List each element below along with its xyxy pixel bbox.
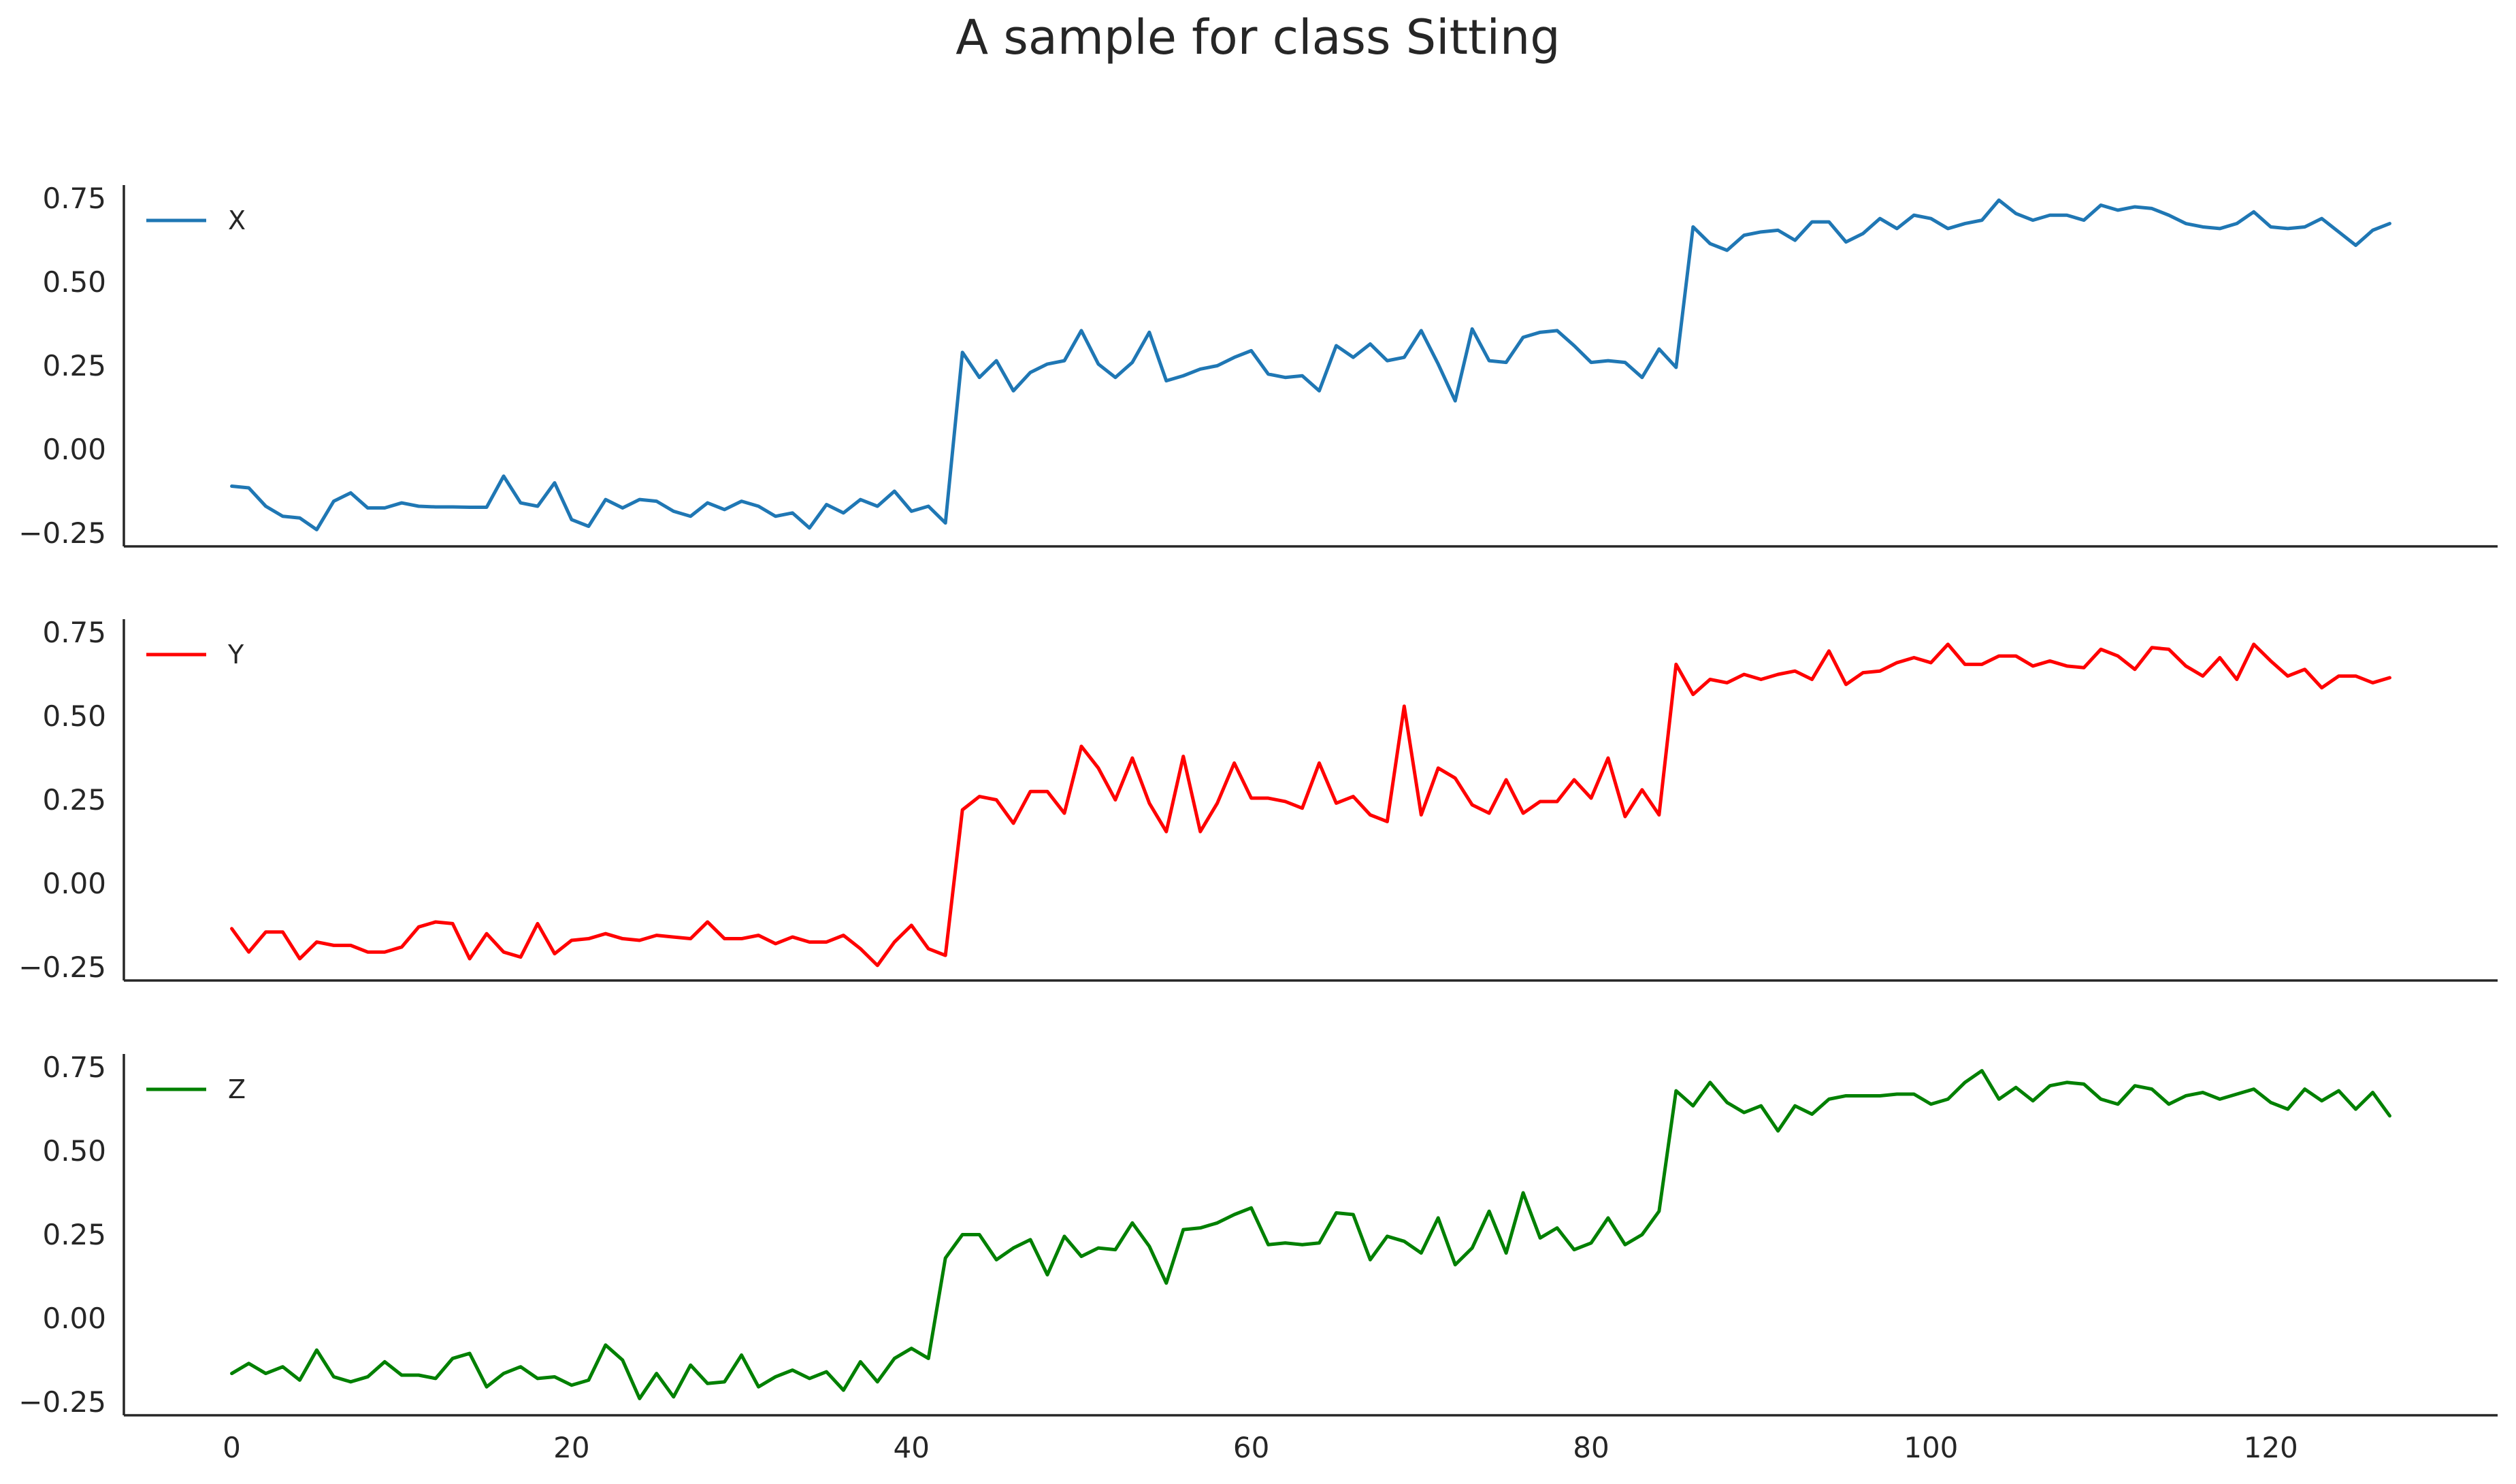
y-tick-label: 0.25: [42, 783, 106, 817]
series-line-y: [230, 642, 2391, 968]
y-tick-label: 0.50: [42, 1134, 106, 1168]
y-tick-label: 0.00: [42, 1302, 106, 1335]
chart-title: A sample for class Sitting: [955, 10, 1561, 65]
y-tick-label: 0.25: [42, 1218, 106, 1251]
y-tick-label: −0.25: [18, 516, 106, 550]
y-tick-label: 0.50: [42, 699, 106, 733]
x-tick-label: 100: [1904, 1431, 1958, 1464]
series-line-x: [230, 198, 2391, 531]
y-tick-label: −0.25: [18, 951, 106, 984]
x-tick-label: 60: [1233, 1431, 1269, 1464]
x-tick-label: 0: [223, 1431, 241, 1464]
x-tick-label: 120: [2244, 1431, 2298, 1464]
subplot-y: −0.25 0.00 0.25 0.50 0.75 Y: [18, 616, 2498, 984]
y-tick-label: 0.75: [42, 182, 106, 215]
subplot-x: −0.25 0.00 0.25 0.50 0.75 X: [18, 182, 2498, 550]
y-tick-label: 0.00: [42, 867, 106, 900]
y-tick-label: 0.00: [42, 433, 106, 466]
legend-label: Y: [227, 640, 244, 670]
y-tick-label: 0.75: [42, 616, 106, 649]
y-tick-label: 0.50: [42, 265, 106, 299]
x-tick-label: 20: [553, 1431, 589, 1464]
y-tick-label: 0.25: [42, 349, 106, 382]
legend-label: X: [228, 205, 246, 235]
x-tick-label: 40: [894, 1431, 930, 1464]
legend-label: Z: [228, 1074, 246, 1104]
x-tick-label: 80: [1573, 1431, 1609, 1464]
y-tick-label: −0.25: [18, 1385, 106, 1419]
series-line-z: [230, 1069, 2391, 1400]
subplot-z: −0.25 0.00 0.25 0.50 0.75 Z 0 20 40 60 80 100 120: [18, 1051, 2498, 1464]
y-tick-label: 0.75: [42, 1051, 106, 1084]
